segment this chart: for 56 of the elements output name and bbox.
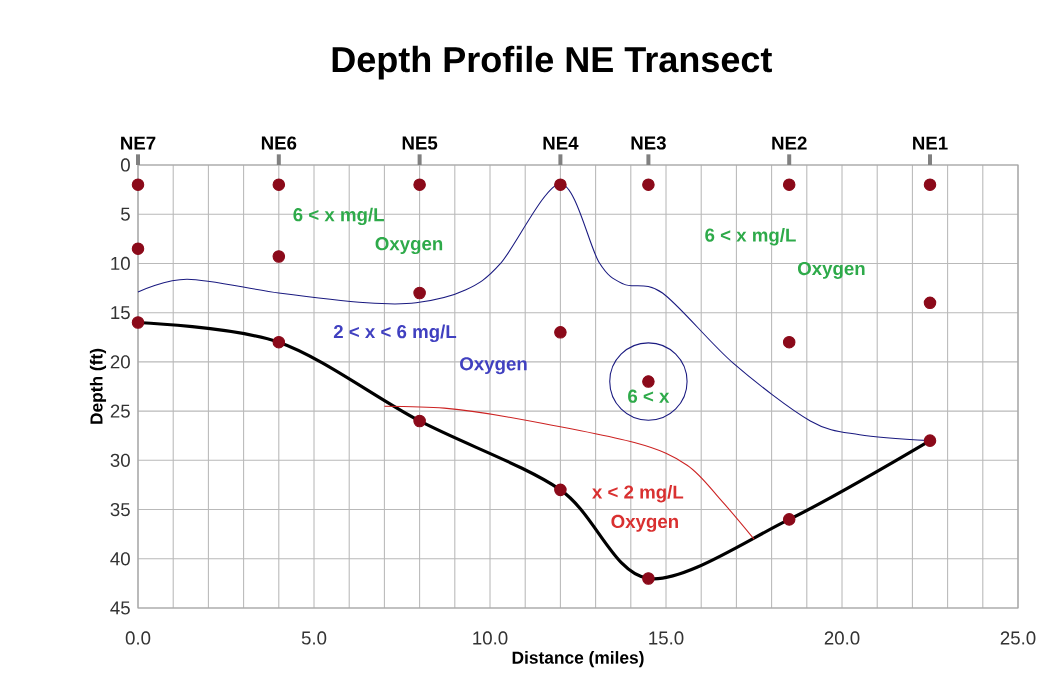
- y-tick-label: 0: [120, 158, 130, 172]
- x-tick-label: 10.0: [473, 631, 508, 645]
- y-tick-label: 35: [110, 502, 130, 517]
- point: [413, 286, 426, 300]
- annotation: NE6: [261, 136, 297, 150]
- point: [131, 316, 145, 329]
- point: [923, 296, 937, 310]
- annotation: Oxygen: [375, 237, 443, 255]
- annotation: 6 < x: [628, 389, 670, 403]
- x-tick-label: 5.0: [301, 631, 327, 645]
- point: [923, 178, 937, 191]
- y-axis-title: Depth (ft): [89, 348, 107, 424]
- point: [642, 178, 655, 191]
- point: [923, 434, 937, 447]
- y-tick-label: 20: [110, 355, 130, 369]
- annotation: 6 < x mg/L: [293, 207, 384, 226]
- line-series: [383, 405, 755, 540]
- x-tick-label: 0.0: [125, 631, 151, 645]
- y-tick-label: 15: [111, 306, 130, 320]
- annotation: Oxygen: [797, 261, 865, 279]
- point: [554, 326, 567, 339]
- y-tick-label: 5: [121, 207, 130, 221]
- x-tick-label: 15.0: [649, 631, 684, 645]
- annotation: NE4: [543, 136, 579, 150]
- annotation: NE7: [121, 136, 156, 150]
- y-tick-label: 40: [110, 552, 130, 566]
- point: [782, 335, 796, 349]
- point: [272, 335, 286, 349]
- x-tick-label: 20.0: [824, 631, 860, 645]
- annotation: Oxygen: [460, 357, 527, 375]
- point: [554, 483, 567, 497]
- point: [272, 250, 286, 263]
- annotation: NE2: [772, 136, 807, 150]
- point: [642, 572, 655, 585]
- x-axis-title: Distance (miles): [512, 651, 644, 668]
- y-tick-label: 30: [110, 453, 130, 467]
- y-tick-label: 45: [110, 601, 130, 615]
- annotation: Oxygen: [611, 514, 678, 532]
- annotation: 6 < x mg/L: [705, 228, 796, 246]
- annotation: NE5: [402, 136, 438, 150]
- point: [272, 178, 286, 191]
- annotation: NE1: [913, 136, 948, 150]
- annotation: 2 < x < 6 mg/L: [333, 324, 457, 343]
- annotation: x < 2 mg/L: [592, 484, 684, 503]
- y-tick-label: 10: [111, 256, 130, 271]
- point: [782, 513, 796, 526]
- point: [413, 178, 426, 191]
- point: [131, 178, 145, 191]
- chart-title: Depth Profile NE Transect: [332, 45, 772, 80]
- point: [554, 178, 567, 191]
- x-tick-label: 25.0: [1000, 631, 1036, 645]
- point: [131, 242, 145, 255]
- annotation: NE3: [631, 136, 666, 150]
- point: [782, 178, 796, 191]
- y-tick-label: 25: [110, 404, 130, 418]
- point: [413, 414, 426, 428]
